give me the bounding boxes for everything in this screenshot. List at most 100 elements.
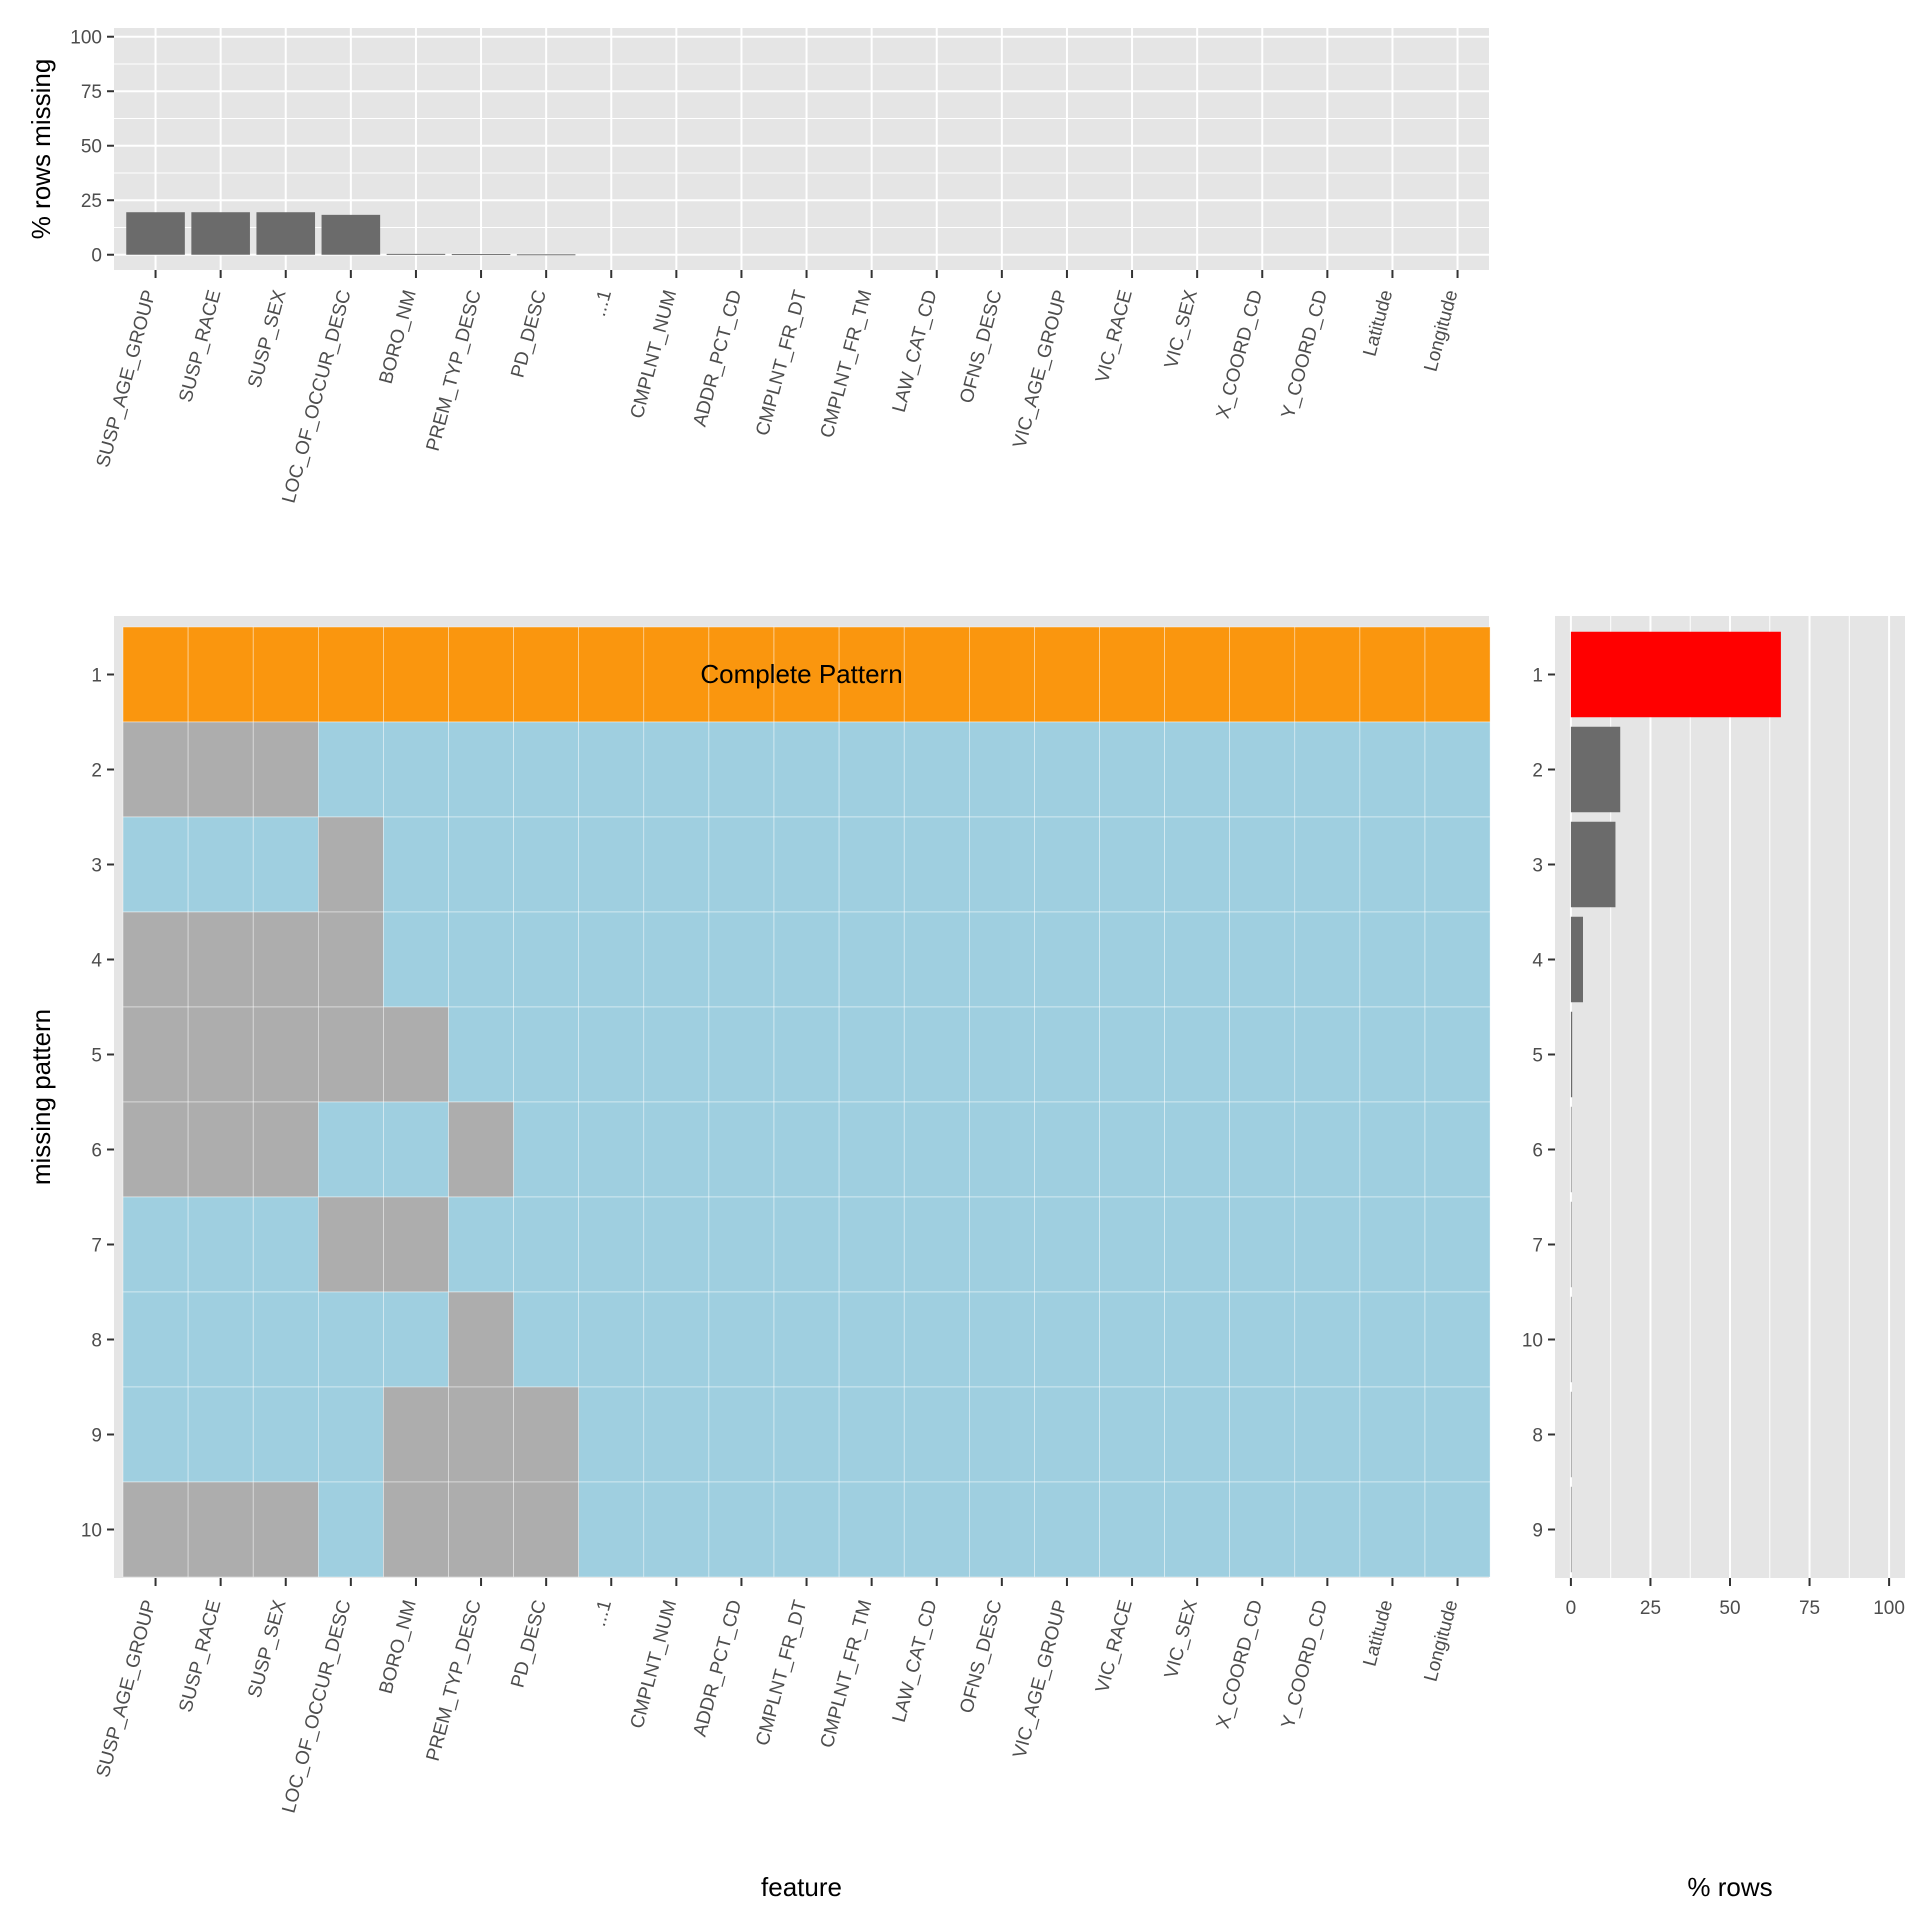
right-x-axis-title: % rows (1687, 1872, 1772, 1902)
heatmap-cell (1424, 1006, 1491, 1103)
top-bars (126, 212, 576, 256)
heatmap-cell (513, 1291, 579, 1388)
heatmap-y-tick-label: 9 (91, 1426, 102, 1447)
heatmap-cell (383, 1481, 449, 1578)
heatmap-cell (1099, 1101, 1165, 1198)
heatmap-cell (383, 1386, 449, 1483)
heatmap-y-tick-label: 3 (91, 856, 102, 877)
heatmap-x-tick-label: LOC_OF_OCCUR_DESC (279, 1598, 356, 1816)
heatmap-cell (122, 911, 189, 1008)
heatmap-cell (968, 1101, 1035, 1198)
heatmap-cell (1359, 1386, 1426, 1483)
heatmap-cell (252, 721, 319, 818)
heatmap-cell (708, 1196, 775, 1293)
heatmap-cell (187, 1101, 254, 1198)
heatmap-cell (708, 1101, 775, 1198)
heatmap-cell (643, 1006, 710, 1103)
heatmap-cell (1164, 1006, 1230, 1103)
top-x-tick-label: Latitude (1359, 288, 1397, 359)
heatmap-cell (187, 626, 254, 723)
heatmap-cell (1099, 1386, 1165, 1483)
heatmap-cell (1294, 1006, 1361, 1103)
heatmap-cell (1229, 626, 1296, 723)
heatmap-cell (383, 1101, 449, 1198)
heatmap-cell (317, 721, 384, 818)
heatmap-cell (1294, 1291, 1361, 1388)
heatmap-cell (383, 1291, 449, 1388)
heatmap-x-tick-label: OFNS_DESC (956, 1598, 1006, 1716)
heatmap-cell (903, 911, 970, 1008)
heatmap-x-tick-label: BORO_NM (376, 1598, 421, 1696)
heatmap-cell (1359, 911, 1426, 1008)
right-bar (1570, 1486, 1572, 1573)
top-x-tick-label: VIC_AGE_GROUP (1009, 288, 1071, 451)
heatmap-cell (317, 816, 384, 913)
heatmap-cell (838, 1481, 905, 1578)
heatmap-cell (252, 626, 319, 723)
heatmap-cell (317, 626, 384, 723)
heatmap-cell (1164, 1291, 1230, 1388)
top-bar (126, 212, 185, 255)
heatmap-cell (1099, 721, 1165, 818)
heatmap-cell (383, 911, 449, 1008)
heatmap-cell (448, 816, 514, 913)
top-x-tick-label: ADDR_PCT_CD (690, 288, 747, 429)
right-y-tick-label: 5 (1532, 1046, 1543, 1067)
heatmap-cell (1359, 1481, 1426, 1578)
heatmap-cell (968, 816, 1035, 913)
heatmap-cell (1359, 1101, 1426, 1198)
heatmap-cell (1164, 1386, 1230, 1483)
heatmap-cell (1424, 1291, 1491, 1388)
heatmap-cell (578, 911, 645, 1008)
heatmap-cell (317, 911, 384, 1008)
heatmap-cell (1229, 816, 1296, 913)
heatmap-cell (448, 721, 514, 818)
heatmap-cell (513, 1481, 579, 1578)
heatmap-cell (1164, 1481, 1230, 1578)
top-x-tick-label: SUSP_SEX (244, 288, 290, 391)
heatmap-x-tick-label: VIC_AGE_GROUP (1009, 1598, 1071, 1761)
heatmap-cell (968, 911, 1035, 1008)
heatmap-cell (1229, 1291, 1296, 1388)
heatmap-cell (708, 911, 775, 1008)
heatmap-cell (838, 1196, 905, 1293)
heatmap-cell (968, 1386, 1035, 1483)
heatmap-x-tick-label: Y_COORD_CD (1278, 1598, 1332, 1731)
heatmap-cell (773, 816, 840, 913)
heatmap-x-tick-label: VIC_SEX (1161, 1598, 1202, 1681)
heatmap-x-tick-label: SUSP_AGE_GROUP (93, 1598, 161, 1780)
heatmap-cell (1424, 1196, 1491, 1293)
heatmap-y-tick-label: 1 (91, 666, 102, 687)
heatmap-cell (1294, 721, 1361, 818)
heatmap-cell (513, 911, 579, 1008)
heatmap-y-axis-title: missing pattern (26, 1009, 56, 1185)
heatmap-cell (1359, 721, 1426, 818)
heatmap-cell (578, 626, 645, 723)
right-bar (1570, 1201, 1572, 1288)
heatmap-cell (838, 911, 905, 1008)
heatmap-cell (252, 1006, 319, 1103)
heatmap-cell (903, 721, 970, 818)
heatmap-cell (1424, 1386, 1491, 1483)
top-x-tick-label: VIC_RACE (1092, 288, 1137, 385)
heatmap-cell (252, 1291, 319, 1388)
heatmap-cell (187, 1481, 254, 1578)
right-bar (1570, 1296, 1572, 1383)
right-y-tick-label: 4 (1532, 951, 1543, 972)
right-y-tick-label: 3 (1532, 856, 1543, 877)
right-bar (1570, 916, 1583, 1003)
right-x-tick-label: 50 (1719, 1598, 1740, 1619)
heatmap-cell (1034, 911, 1100, 1008)
heatmap-cell (1424, 626, 1491, 723)
top-x-tick-label: PD_DESC (507, 288, 551, 380)
heatmap-cell (1294, 1101, 1361, 1198)
heatmap-cell (708, 816, 775, 913)
heatmap-cell (1424, 1101, 1491, 1198)
heatmap-cell (1034, 1291, 1100, 1388)
heatmap-cell (1034, 1196, 1100, 1293)
heatmap-cell (903, 1101, 970, 1198)
top-x-tick-label: LAW_CAT_CD (889, 288, 942, 415)
heatmap-cell (578, 1386, 645, 1483)
heatmap-cell (773, 1006, 840, 1103)
heatmap-cell (578, 816, 645, 913)
